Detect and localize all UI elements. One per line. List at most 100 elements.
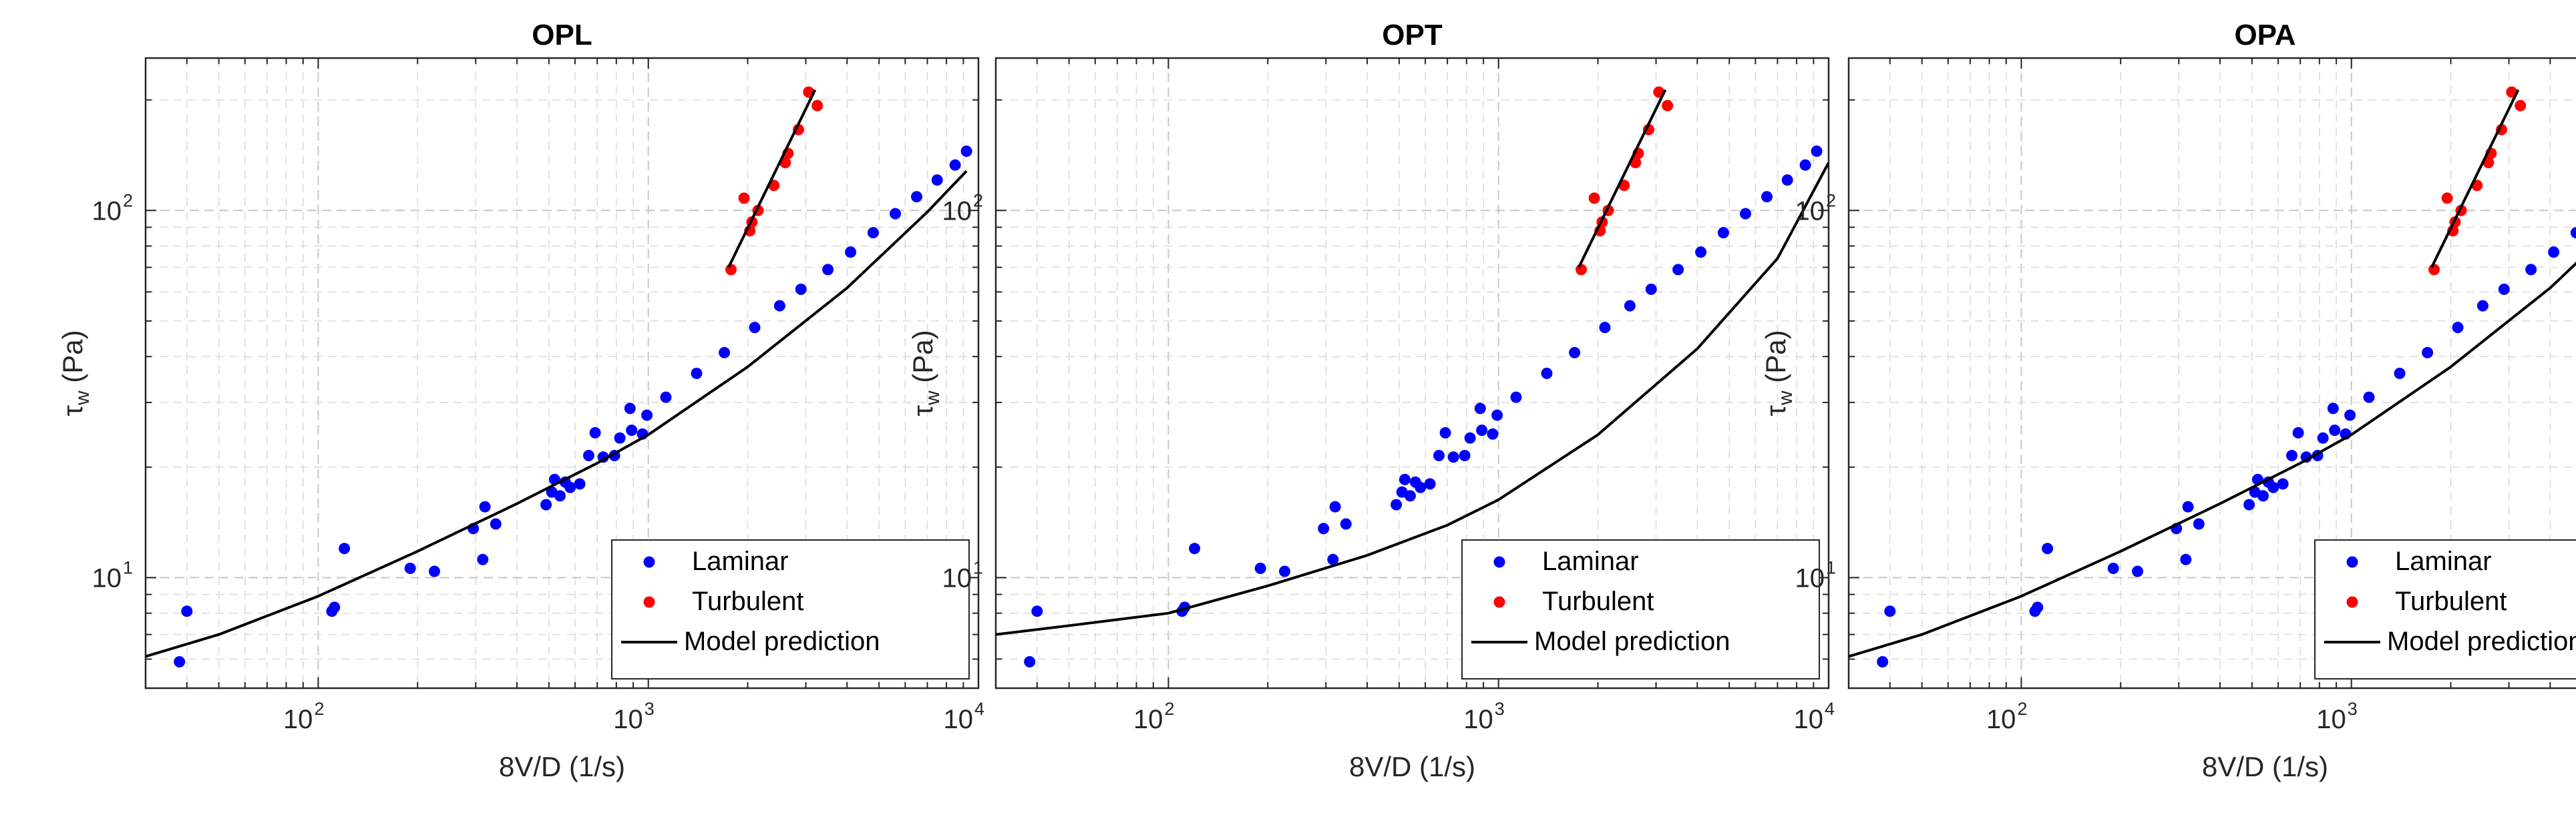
laminar-point [1717, 227, 1729, 239]
laminar-point [589, 427, 601, 439]
laminar-point [1740, 208, 1751, 220]
laminar-point [1254, 563, 1266, 574]
y-axis-label-unit: (Pa) [1760, 330, 1791, 390]
legend-box [1461, 539, 1820, 679]
laminar-point [2422, 346, 2434, 358]
y-axis-label-unit: (Pa) [57, 330, 88, 390]
turbulent-point [2515, 99, 2527, 111]
laminar-point [2292, 427, 2304, 439]
laminar-point [2394, 367, 2406, 379]
laminar-point [845, 246, 857, 258]
laminar-point [1329, 501, 1341, 513]
y-axis-label-subscript: w [71, 390, 94, 406]
turbulent-point [1576, 264, 1587, 276]
laminar-point [2042, 543, 2054, 555]
laminar-point [2548, 246, 2560, 258]
legend-laminar-label: Laminar [1542, 547, 1639, 576]
laminar-point [931, 174, 943, 186]
laminar-point [1695, 246, 1707, 258]
y-axis-label: τw (Pa) [1760, 330, 1797, 416]
laminar-point [2363, 391, 2375, 403]
y-tick-exponent: 2 [123, 190, 133, 210]
legend-turbulent-marker [643, 596, 655, 608]
x-tick-exponent: 3 [2348, 699, 2358, 719]
laminar-point [1189, 543, 1201, 555]
legend-model-label: Model prediction [1534, 627, 1730, 656]
turbulent-point [811, 99, 823, 111]
laminar-point [1569, 346, 1581, 358]
laminar-point [1877, 656, 1889, 667]
laminar-point [2267, 481, 2279, 493]
laminar-point [329, 601, 341, 613]
legend-laminar-marker [643, 556, 655, 568]
turbulent-point [2441, 192, 2453, 204]
laminar-point [1415, 481, 1427, 493]
laminar-point [477, 553, 489, 565]
laminar-point [564, 481, 576, 493]
laminar-point [1459, 450, 1471, 461]
laminar-point [554, 490, 566, 502]
laminar-point [1487, 428, 1499, 440]
laminar-point [1811, 146, 1823, 157]
legend-turbulent-marker [1493, 596, 1505, 608]
laminar-point [2107, 563, 2119, 574]
plot-content [146, 86, 972, 667]
x-tick-label: 10 [1463, 705, 1493, 734]
laminar-point [1439, 427, 1451, 439]
laminar-point [1510, 391, 1522, 403]
x-tick-exponent: 4 [974, 699, 984, 719]
laminar-point [2182, 501, 2194, 513]
y-tick-label: 10 [92, 563, 122, 593]
turbulent-point [738, 192, 750, 204]
legend-laminar-label: Laminar [2395, 547, 2492, 576]
plot-content [996, 86, 1829, 667]
laminar-point [1476, 425, 1488, 437]
legend-model-label: Model prediction [684, 627, 880, 656]
legend-laminar-marker [1493, 556, 1505, 568]
laminar-point [890, 208, 901, 220]
model-prediction-turbulent-line [2430, 89, 2520, 268]
laminar-point [911, 191, 922, 203]
x-tick-exponent: 2 [1164, 699, 1174, 719]
legend-box [611, 539, 970, 679]
x-tick-label: 10 [1794, 705, 1824, 734]
y-axis-label-symbol: τ [1760, 405, 1791, 417]
model-prediction-turbulent-line [1578, 89, 1667, 268]
laminar-point [614, 432, 626, 444]
x-tick-exponent: 3 [1495, 699, 1505, 719]
laminar-point [2277, 478, 2289, 490]
laminar-point [181, 605, 193, 617]
laminar-point [1474, 402, 1486, 415]
legend: Laminar Turbulent Model prediction [2314, 539, 2576, 679]
y-axis-label-subscript: w [922, 390, 944, 406]
plot-frame [994, 57, 1830, 690]
x-tick-label: 10 [2316, 705, 2346, 734]
laminar-point [1447, 451, 1459, 463]
laminar-point [1884, 605, 1896, 617]
laminar-point [2329, 425, 2341, 437]
laminar-point [1024, 656, 1036, 667]
y-tick-label: 10 [92, 196, 122, 226]
x-tick-exponent: 4 [1825, 699, 1835, 719]
laminar-point [1318, 523, 1330, 535]
laminar-point [1672, 264, 1684, 276]
y-tick-exponent: 2 [973, 190, 983, 210]
laminar-point [1399, 473, 1411, 485]
y-tick-exponent: 1 [123, 557, 133, 577]
y-tick-label: 10 [1795, 196, 1825, 226]
laminar-point [1433, 450, 1445, 461]
laminar-point [479, 501, 491, 513]
laminar-point [2193, 518, 2205, 530]
laminar-point [1599, 322, 1611, 334]
y-axis-label: τw (Pa) [57, 330, 94, 416]
laminar-point [660, 391, 672, 403]
legend-laminar-label: Laminar [692, 547, 789, 576]
chart-title: OPT [1382, 19, 1443, 51]
turbulent-point [1662, 99, 1674, 111]
laminar-point [1761, 191, 1773, 203]
x-axis-label: 8V/D (1/s) [2202, 751, 2328, 782]
model-prediction-turbulent-line [727, 89, 817, 268]
